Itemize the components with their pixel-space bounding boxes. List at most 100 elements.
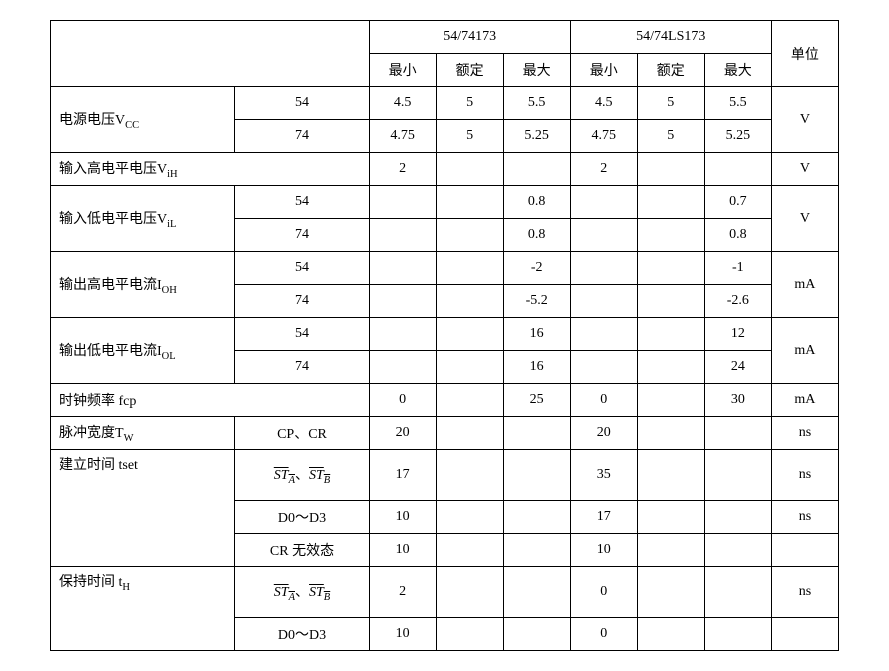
header-row-1: 54/74173 54/74LS173 单位: [51, 21, 839, 54]
vih-a-typ: [436, 153, 503, 186]
vcc-54-b-typ: 5: [637, 87, 704, 120]
vcc-cond-74: 74: [235, 120, 369, 153]
ioh-cond-54: 54: [235, 252, 369, 285]
iol-54-b-max: 12: [704, 318, 771, 351]
vil-label: 输入低电平电压ViL: [51, 186, 235, 252]
th-unit-2: [771, 618, 838, 651]
tset-unit-3: [771, 534, 838, 567]
iol-unit: mA: [771, 318, 838, 384]
vil-54-b-max: 0.7: [704, 186, 771, 219]
header-a-min: 最小: [369, 54, 436, 87]
tset-unit-1: ns: [771, 450, 838, 501]
vcc-74-a-typ: 5: [436, 120, 503, 153]
header-b-typ: 额定: [637, 54, 704, 87]
th-r2-b-min: 0: [570, 618, 637, 651]
row-vil-54: 输入低电平电压ViL 54 0.8 0.7 V: [51, 186, 839, 219]
vcc-54-a-min: 4.5: [369, 87, 436, 120]
vcc-74-b-typ: 5: [637, 120, 704, 153]
row-tset-1: 建立时间 tset STA、STB 17 35 ns: [51, 450, 839, 501]
header-chip-a: 54/74173: [369, 21, 570, 54]
fcp-a-min: 0: [369, 384, 436, 417]
th-unit-1: ns: [771, 567, 838, 618]
vih-b-max: [704, 153, 771, 186]
fcp-b-min: 0: [570, 384, 637, 417]
vih-b-typ: [637, 153, 704, 186]
iol-label: 输出低电平电流IOL: [51, 318, 235, 384]
ioh-cond-74: 74: [235, 285, 369, 318]
ioh-label: 输出高电平电流IOH: [51, 252, 235, 318]
tset-cond-1: STA、STB: [235, 450, 369, 501]
fcp-label: 时钟频率 fcp: [51, 384, 370, 417]
th-r2-a-min: 10: [369, 618, 436, 651]
vcc-74-a-max: 5.25: [503, 120, 570, 153]
th-cond-2: D0～D3: [235, 618, 369, 651]
row-vih: 输入高电平电压ViH 2 2 V: [51, 153, 839, 186]
vcc-74-a-min: 4.75: [369, 120, 436, 153]
header-blank: [51, 21, 370, 87]
vcc-54-a-max: 5.5: [503, 87, 570, 120]
header-a-typ: 额定: [436, 54, 503, 87]
iol-74-a-max: 16: [503, 351, 570, 384]
row-fcp: 时钟频率 fcp 0 25 0 30 mA: [51, 384, 839, 417]
vcc-54-a-typ: 5: [436, 87, 503, 120]
fcp-b-max: 30: [704, 384, 771, 417]
iol-cond-54: 54: [235, 318, 369, 351]
th-r1-a-min: 2: [369, 567, 436, 618]
ioh-74-b-max: -2.6: [704, 285, 771, 318]
tset-r1-b-min: 35: [570, 450, 637, 501]
tset-cond-3: CR 无效态: [235, 534, 369, 567]
vih-a-min: 2: [369, 153, 436, 186]
vil-74-b-max: 0.8: [704, 219, 771, 252]
th-r1-b-min: 0: [570, 567, 637, 618]
vil-unit: V: [771, 186, 838, 252]
vil-54-a-max: 0.8: [503, 186, 570, 219]
header-b-min: 最小: [570, 54, 637, 87]
ioh-54-b-max: -1: [704, 252, 771, 285]
vcc-label: 电源电压VCC: [51, 87, 235, 153]
fcp-a-max: 25: [503, 384, 570, 417]
tw-a-min: 20: [369, 417, 436, 450]
ioh-54-a-max: -2: [503, 252, 570, 285]
row-iol-54: 输出低电平电流IOL 54 16 12 mA: [51, 318, 839, 351]
vcc-74-b-min: 4.75: [570, 120, 637, 153]
header-b-max: 最大: [704, 54, 771, 87]
iol-74-b-max: 24: [704, 351, 771, 384]
tw-cond: CP、CR: [235, 417, 369, 450]
th-cond-1: STA、STB: [235, 567, 369, 618]
vih-label: 输入高电平电压ViH: [51, 153, 370, 186]
row-vcc-54: 电源电压VCC 54 4.5 5 5.5 4.5 5 5.5 V: [51, 87, 839, 120]
row-th-1: 保持时间 tH STA、STB 2 0 ns: [51, 567, 839, 618]
tset-cond-2: D0～D3: [235, 501, 369, 534]
vih-a-max: [503, 153, 570, 186]
iol-cond-74: 74: [235, 351, 369, 384]
th-label: 保持时间 tH: [51, 567, 235, 651]
vcc-74-b-max: 5.25: [704, 120, 771, 153]
vil-cond-54: 54: [235, 186, 369, 219]
iol-54-a-max: 16: [503, 318, 570, 351]
ioh-74-a-max: -5.2: [503, 285, 570, 318]
tw-unit: ns: [771, 417, 838, 450]
tset-r2-a-min: 10: [369, 501, 436, 534]
row-ioh-54: 输出高电平电流IOH 54 -2 -1 mA: [51, 252, 839, 285]
vcc-cond-54: 54: [235, 87, 369, 120]
tset-label: 建立时间 tset: [51, 450, 235, 567]
tw-label: 脉冲宽度TW: [51, 417, 235, 450]
vil-74-a-max: 0.8: [503, 219, 570, 252]
header-a-max: 最大: [503, 54, 570, 87]
tset-r3-b-min: 10: [570, 534, 637, 567]
vil-cond-74: 74: [235, 219, 369, 252]
header-unit: 单位: [771, 21, 838, 87]
vih-b-min: 2: [570, 153, 637, 186]
row-tw: 脉冲宽度TW CP、CR 20 20 ns: [51, 417, 839, 450]
spec-table: 54/74173 54/74LS173 单位 最小 额定 最大 最小 额定 最大…: [50, 20, 839, 651]
vcc-54-b-min: 4.5: [570, 87, 637, 120]
vcc-54-b-max: 5.5: [704, 87, 771, 120]
ioh-unit: mA: [771, 252, 838, 318]
vcc-unit: V: [771, 87, 838, 153]
tset-r3-a-min: 10: [369, 534, 436, 567]
header-chip-b: 54/74LS173: [570, 21, 771, 54]
tset-unit-2: ns: [771, 501, 838, 534]
tset-r1-a-min: 17: [369, 450, 436, 501]
fcp-unit: mA: [771, 384, 838, 417]
tset-r2-b-min: 17: [570, 501, 637, 534]
